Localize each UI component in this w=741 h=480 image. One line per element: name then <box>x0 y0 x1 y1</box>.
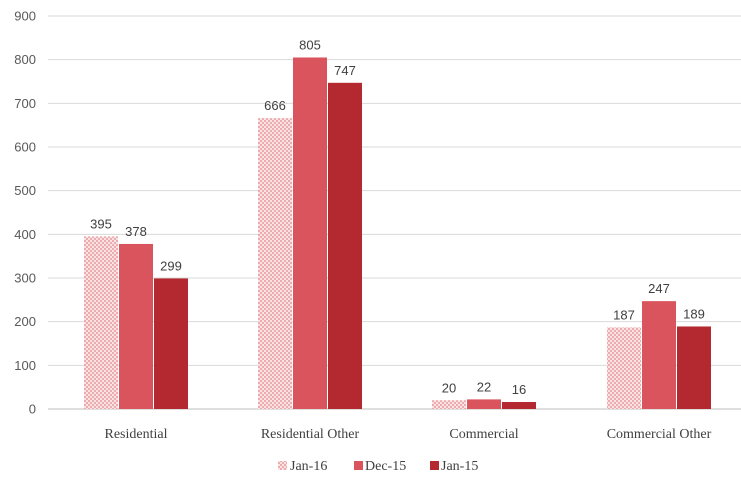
bar-dec-15 <box>642 301 676 409</box>
bar-jan-16 <box>432 400 466 409</box>
data-label: 187 <box>613 307 635 322</box>
data-label: 666 <box>264 98 286 113</box>
y-axis: 0 100 200 300 400 500 600 700 800 900 <box>14 9 36 417</box>
x-tick-label: Commercial Other <box>607 427 712 442</box>
y-tick-label: 900 <box>14 9 36 24</box>
data-label: 747 <box>334 63 356 78</box>
data-label: 247 <box>648 281 670 296</box>
bar-jan-15 <box>502 402 536 409</box>
y-tick-label: 100 <box>14 358 36 373</box>
legend-label: Jan-15 <box>441 459 478 474</box>
x-tick-label: Residential <box>105 427 168 442</box>
y-tick-label: 800 <box>14 52 36 67</box>
x-tick-label: Commercial <box>449 427 518 442</box>
bar-jan-16 <box>84 236 118 409</box>
legend-label: Jan-16 <box>290 459 327 474</box>
data-label: 16 <box>512 382 526 397</box>
y-tick-label: 600 <box>14 140 36 155</box>
bar-jan-15 <box>154 278 188 409</box>
y-tick-label: 0 <box>29 402 36 417</box>
data-label: 395 <box>90 217 112 232</box>
data-label: 378 <box>125 224 147 239</box>
y-tick-label: 500 <box>14 183 36 198</box>
y-tick-label: 400 <box>14 227 36 242</box>
bar-dec-15 <box>119 243 153 409</box>
data-label: 189 <box>683 306 705 321</box>
data-label: 805 <box>299 37 321 52</box>
bar-jan-16 <box>258 118 292 410</box>
legend-swatch <box>354 461 363 470</box>
legend-label: Dec-15 <box>365 459 406 474</box>
data-label: 22 <box>477 379 491 394</box>
bar-jan-15 <box>677 326 711 409</box>
legend: Jan-16 Dec-15 Jan-15 <box>278 459 478 474</box>
y-tick-label: 300 <box>14 271 36 286</box>
y-tick-label: 200 <box>14 314 36 329</box>
data-label: 20 <box>442 380 456 395</box>
x-tick-label: Residential Other <box>261 427 360 442</box>
data-label: 299 <box>160 258 182 273</box>
bar-jan-16 <box>607 327 641 409</box>
legend-swatch <box>430 461 439 470</box>
y-tick-label: 700 <box>14 96 36 111</box>
bars <box>84 57 711 410</box>
bar-dec-15 <box>467 399 501 409</box>
data-labels: 395 378 299 666 805 747 20 22 16 187 247 189 <box>90 37 705 397</box>
bar-dec-15 <box>293 57 327 409</box>
x-axis: Residential Residential Other Commercial Co… <box>105 427 712 442</box>
bar-jan-15 <box>328 82 362 409</box>
legend-swatch <box>278 461 287 470</box>
